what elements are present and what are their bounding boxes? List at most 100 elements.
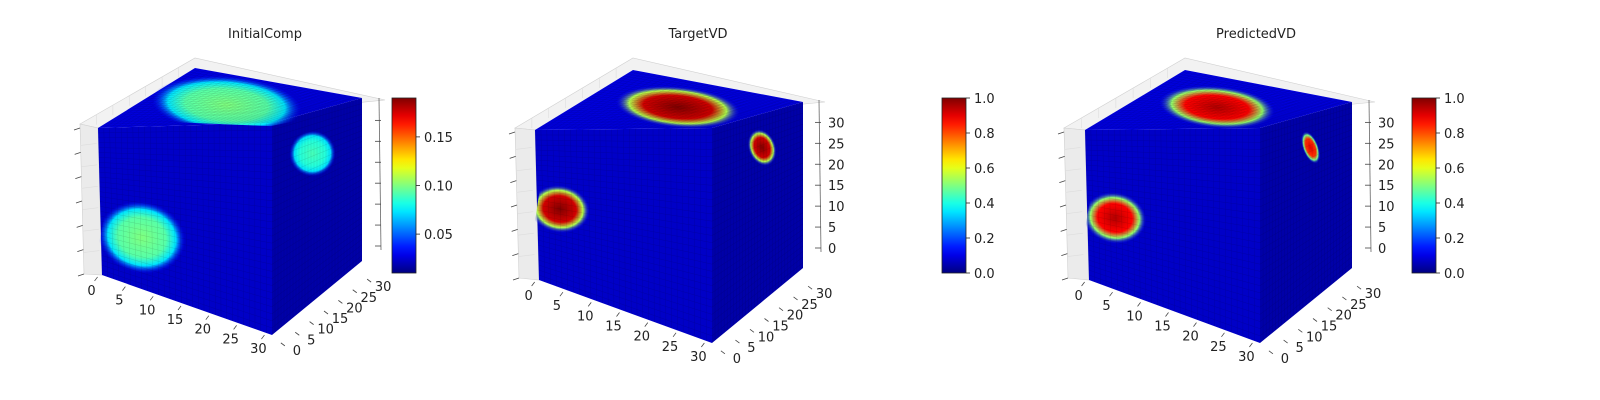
y-tick-label: 0 xyxy=(733,352,741,367)
x-tick-label: 30 xyxy=(690,350,707,365)
colorbar-tick-label: 1.0 xyxy=(974,92,995,107)
colorbar: 0.05 0.10 0.15 xyxy=(391,97,453,274)
y-tick-label: 25 xyxy=(360,291,377,306)
colorbar-gradient xyxy=(1411,97,1437,274)
x-axis-ticks: 0 5 10 15 20 25 30 xyxy=(1074,281,1255,365)
y-tick-label: 15 xyxy=(772,320,789,335)
colorbar-tick-label: 0.4 xyxy=(974,197,995,212)
voxel-grid-top xyxy=(1088,70,1349,130)
z-tick-label: 15 xyxy=(828,179,845,194)
left-axis-ticks xyxy=(73,127,85,277)
voxel-grid-top xyxy=(538,70,801,130)
voxel-cube xyxy=(98,68,362,335)
colorbar: 0.0 0.2 0.4 0.6 0.8 1.0 xyxy=(941,92,995,282)
z-tick-label: 30 xyxy=(828,116,845,131)
z-tick-label: 30 xyxy=(1378,116,1395,131)
chart-title: InitialComp xyxy=(228,27,302,42)
chart-title: PredictedVD xyxy=(1216,27,1296,42)
voxel-grid-right xyxy=(1260,102,1352,341)
cube-right-face xyxy=(712,102,803,343)
chart-title: TargetVD xyxy=(667,27,727,42)
y-tick-label: 20 xyxy=(1335,309,1352,324)
colorbar-gradient xyxy=(391,97,417,274)
y-tick-label: 20 xyxy=(787,309,804,324)
x-tick-label: 25 xyxy=(222,332,239,347)
x-tick-label: 30 xyxy=(1238,350,1255,365)
colorbar-tick-label: 0.15 xyxy=(424,131,453,146)
y-tick-label: 15 xyxy=(1321,320,1338,335)
colorbar-tick-label: 0.6 xyxy=(974,162,995,177)
colorbar-tick-label: 0.8 xyxy=(974,127,995,142)
z-tick-label: 5 xyxy=(1378,221,1386,236)
colorbar: 0.0 0.2 0.4 0.6 0.8 1.0 xyxy=(1411,92,1465,282)
x-tick-label: 15 xyxy=(167,313,184,328)
colorbar-tick-label: 0.2 xyxy=(974,232,995,247)
x-tick-label: 20 xyxy=(1182,330,1199,345)
voxel-grid-top xyxy=(101,68,360,128)
z-axis-ticks: 0 5 10 15 20 25 30 xyxy=(1365,99,1395,257)
cube-front-face xyxy=(1085,128,1260,343)
y-tick-label: 20 xyxy=(346,301,363,316)
z-axis-ticks xyxy=(375,97,382,251)
voxel-cube xyxy=(529,70,803,343)
heat-region-front xyxy=(529,184,590,233)
x-tick-label: 15 xyxy=(605,320,622,335)
x-tick-label: 15 xyxy=(1154,320,1171,335)
left-axis-ticks xyxy=(508,131,520,281)
heat-region-top xyxy=(615,85,741,129)
x-tick-label: 10 xyxy=(1126,309,1143,324)
z-tick-label: 15 xyxy=(1378,179,1395,194)
x-tick-label: 0 xyxy=(525,289,533,304)
colorbar-gradient xyxy=(941,97,967,274)
heat-region-right xyxy=(1301,131,1321,164)
y-tick-label: 10 xyxy=(317,323,334,338)
y-tick-label: 25 xyxy=(1350,298,1367,313)
x-tick-label: 20 xyxy=(195,323,212,338)
y-tick-label: 15 xyxy=(332,312,349,327)
z-tick-label: 0 xyxy=(1378,242,1386,257)
y-tick-label: 5 xyxy=(747,341,755,356)
z-tick-label: 0 xyxy=(828,242,836,257)
voxel-grid-front xyxy=(1085,128,1260,341)
z-axis-ticks: 0 5 10 15 20 25 30 xyxy=(815,99,845,257)
heat-region-top xyxy=(151,75,302,135)
x-axis-ticks: 0 5 10 15 20 25 30 xyxy=(87,276,267,357)
heat-region-front xyxy=(98,201,186,274)
y-tick-label: 0 xyxy=(293,344,301,359)
colorbar-tick-label: 0.6 xyxy=(1444,162,1465,177)
heat-region-top xyxy=(1158,85,1276,129)
z-tick-label: 5 xyxy=(828,221,836,236)
y-tick-label: 5 xyxy=(1295,341,1303,356)
heat-region-front xyxy=(1083,191,1147,244)
heat-region-right xyxy=(289,130,336,177)
cube-front-face xyxy=(535,128,712,343)
y-tick-label: 30 xyxy=(816,287,833,302)
z-tick-label: 20 xyxy=(828,158,845,173)
heat-region-right xyxy=(747,129,777,166)
x-tick-label: 20 xyxy=(634,330,651,345)
y-tick-label: 30 xyxy=(1365,287,1382,302)
colorbar-tick-label: 0.2 xyxy=(1444,232,1465,247)
z-tick-label: 10 xyxy=(828,200,845,215)
x-tick-label: 0 xyxy=(1074,289,1082,304)
y-tick-label: 10 xyxy=(1306,330,1323,345)
voxel-cube xyxy=(1083,70,1352,343)
x-tick-label: 5 xyxy=(1102,299,1110,314)
z-tick-label: 20 xyxy=(1378,158,1395,173)
x-axis-ticks: 0 5 10 15 20 25 30 xyxy=(525,281,707,365)
x-tick-label: 5 xyxy=(115,294,123,309)
y-tick-label: 0 xyxy=(1281,352,1289,367)
y-tick-label: 10 xyxy=(758,330,775,345)
cube-front-face xyxy=(98,123,272,335)
colorbar-tick-label: 0.0 xyxy=(974,267,995,282)
colorbar-tick-label: 0.0 xyxy=(1444,267,1465,282)
voxel-grid-front xyxy=(535,128,712,341)
colorbar-tick-label: 0.10 xyxy=(424,180,453,195)
z-tick-label: 25 xyxy=(1378,137,1395,152)
x-tick-label: 0 xyxy=(87,284,95,299)
